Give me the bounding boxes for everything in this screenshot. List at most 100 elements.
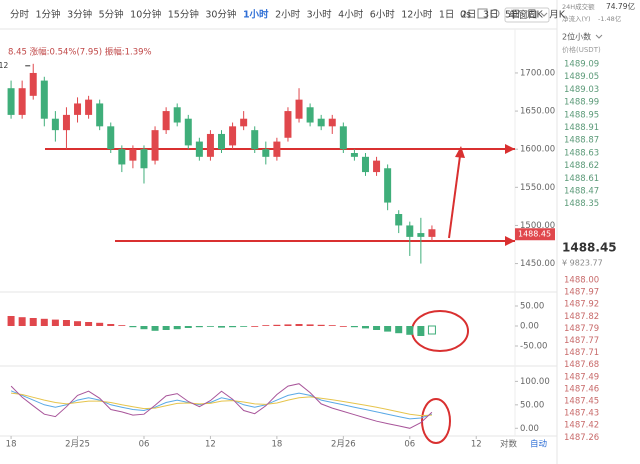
y-tick-label: 0.00: [520, 322, 539, 332]
bid-price: 1487.45: [564, 397, 599, 407]
macd-bar: [62, 320, 70, 326]
timeframe[interactable]: 1分钟: [36, 9, 61, 21]
timeframe[interactable]: 5日: [505, 10, 521, 21]
decimal-select[interactable]: 2位小数: [562, 32, 591, 42]
x-tick-label: 06: [404, 440, 415, 450]
macd-bar: [262, 325, 270, 326]
bid-price: 1487.68: [564, 360, 599, 370]
timeframe[interactable]: 5分钟: [99, 9, 124, 21]
macd-bar: [395, 326, 403, 334]
bid-price: 1487.71: [564, 348, 599, 358]
candle-body: [350, 153, 358, 157]
x-tick-label: 06: [139, 440, 150, 450]
candle-body: [428, 229, 436, 237]
chevron: [540, 12, 548, 17]
macd-bar: [273, 324, 281, 326]
candle-body: [107, 126, 115, 150]
macd-bar: [118, 325, 126, 326]
volume-label: 24H成交额: [562, 2, 595, 11]
x-tick-label: 12: [205, 440, 216, 450]
ask-price: 1488.62: [564, 161, 599, 171]
bid-price: 1487.92: [564, 300, 599, 310]
y-tick-label: 1550.00: [520, 183, 555, 193]
timeframe[interactable]: 周K: [527, 10, 544, 21]
candle-body: [7, 88, 15, 115]
candle-body: [206, 133, 214, 157]
chevron: [595, 34, 603, 39]
macd-bar: [107, 324, 115, 326]
ask-price: 1489.05: [564, 72, 599, 82]
macd-bar: [350, 326, 358, 328]
timeframe[interactable]: 15分钟: [168, 9, 199, 21]
candle-body: [406, 225, 414, 237]
info-line: 8.45 涨幅:0.54%(7.95) 振幅:1.39%: [8, 47, 152, 58]
bid-price: 1487.26: [564, 433, 599, 443]
ask-price: 1488.35: [564, 199, 599, 209]
macd-bar: [74, 321, 82, 326]
macd-bar: [206, 326, 214, 327]
timeframe[interactable]: 10分钟: [130, 9, 161, 21]
timeframe[interactable]: 3日: [483, 10, 499, 21]
macd-bar: [240, 326, 248, 327]
axis-option[interactable]: 对数: [500, 439, 518, 450]
macd-bar: [384, 326, 392, 332]
timeframe[interactable]: 1小时: [243, 9, 269, 21]
bid-price: 1487.43: [564, 409, 599, 419]
refresh[interactable]: 0s: [460, 10, 471, 21]
x-tick-label: 18: [271, 440, 282, 450]
timeframe[interactable]: 6小时: [370, 9, 396, 21]
macd-bar: [96, 322, 104, 326]
ask-price: 1488.91: [564, 123, 599, 133]
icon[interactable]: [477, 8, 488, 19]
cny-price: ¥ 9823.77: [562, 259, 603, 268]
candle-body: [40, 80, 48, 119]
candle-body: [240, 118, 248, 127]
timeframe[interactable]: 4小时: [338, 9, 364, 21]
macd-bar: [218, 326, 226, 328]
bid-price: 1487.79: [564, 324, 599, 334]
candle-body: [85, 99, 93, 115]
candle-body: [317, 118, 325, 127]
window-select-label[interactable]: 单窗口: [509, 9, 538, 21]
kdj-line: [10, 390, 433, 420]
macd-bar: [417, 326, 425, 336]
timeframe[interactable]: 12小时: [401, 9, 433, 21]
macd-bar: [328, 325, 336, 326]
macd-bar: [195, 326, 203, 328]
macd-bar: [373, 326, 381, 330]
ask-price: 1488.87: [564, 136, 599, 146]
macd-bar: [251, 326, 259, 327]
timeframe[interactable]: 2小时: [275, 9, 301, 21]
icon[interactable]: [490, 9, 500, 18]
candle-body: [328, 118, 336, 127]
timeframe[interactable]: 2日: [461, 10, 477, 21]
x-tick-label: 18: [6, 440, 17, 450]
timeframe[interactable]: 30分钟: [205, 9, 236, 21]
candle-body: [51, 118, 59, 131]
high-marker-label: 1712: [0, 61, 8, 70]
candle-body: [62, 114, 70, 131]
last-price-tag: [515, 228, 555, 241]
arrow-head: [455, 146, 465, 158]
candle-body: [251, 130, 259, 150]
candle-body: [140, 149, 148, 169]
macd-bar: [306, 324, 314, 326]
ask-price: 1488.63: [564, 148, 599, 158]
timeframe[interactable]: 3小时: [307, 9, 333, 21]
axis-option[interactable]: 自动: [530, 439, 548, 450]
timeframe[interactable]: 月K: [549, 10, 566, 21]
ask-price: 1489.03: [564, 85, 599, 95]
price-header: 价格(USDT): [562, 45, 601, 54]
macd-bar: [7, 316, 15, 326]
candle-body: [306, 107, 314, 123]
bid-price: 1487.77: [564, 336, 599, 346]
timeframe[interactable]: 1日: [439, 10, 455, 21]
macd-bar: [361, 326, 369, 329]
timeframe[interactable]: 3分钟: [67, 9, 92, 21]
timeframe[interactable]: 分时: [10, 9, 30, 21]
candle-body: [361, 156, 369, 173]
window-select[interactable]: [504, 7, 550, 23]
macd-bar: [129, 326, 137, 328]
bid-price: 1487.42: [564, 421, 599, 431]
